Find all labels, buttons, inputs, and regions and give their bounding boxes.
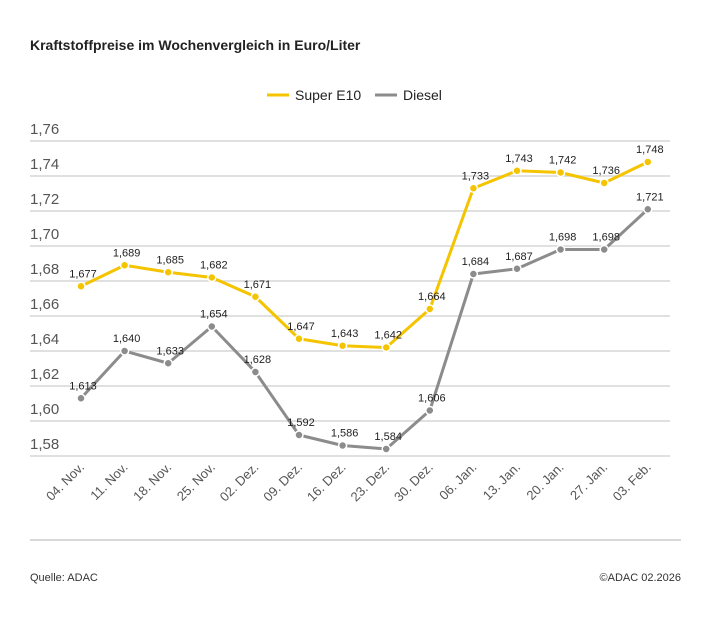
y-tick-label: 1,64: [30, 331, 59, 348]
data-point: [76, 393, 86, 403]
x-tick-label: 09. Dez.: [260, 460, 305, 505]
data-label: 1,584: [374, 431, 402, 443]
data-point: [250, 367, 261, 377]
data-label: 1,633: [156, 345, 184, 357]
x-tick-label: 30. Dez.: [391, 460, 436, 505]
x-tick-label: 11. Nov.: [87, 460, 130, 503]
y-tick-label: 1,72: [30, 191, 59, 208]
data-label: 1,654: [200, 309, 228, 321]
data-point: [163, 267, 173, 277]
data-point: [294, 334, 304, 344]
data-point: [643, 204, 653, 214]
data-label: 1,606: [418, 393, 446, 405]
series: 1,677 1,689 1,685 1,682 1,671 1,647 1,643 1,642…: [69, 144, 664, 454]
legend-label: Super E10: [295, 87, 361, 103]
data-point: [555, 167, 566, 178]
data-label: 1,592: [287, 417, 315, 429]
x-tick-label: 20. Jan.: [523, 460, 566, 503]
data-label: 1,742: [549, 155, 577, 167]
legend-label: Diesel: [403, 87, 442, 103]
data-point: [425, 304, 435, 314]
data-point: [512, 166, 522, 176]
data-point: [207, 272, 217, 283]
series-line: [79, 208, 649, 451]
data-label: 1,684: [462, 256, 490, 268]
x-tick-label: 03. Feb.: [610, 460, 654, 504]
data-label: 1,586: [331, 428, 359, 440]
data-point: [119, 260, 130, 270]
x-tick-label: 13. Jan.: [480, 460, 523, 503]
data-label: 1,640: [113, 333, 141, 345]
y-tick-label: 1,70: [30, 226, 59, 243]
data-label: 1,743: [505, 153, 533, 165]
chart-title: Kraftstoffpreise im Wochenvergleich in E…: [30, 37, 361, 53]
data-label: 1,689: [113, 247, 141, 259]
data-label: 1,682: [200, 260, 228, 272]
data-point: [599, 244, 609, 255]
data-point: [337, 440, 348, 451]
y-tick-label: 1,66: [30, 296, 59, 313]
x-tick-label: 04. Nov.: [43, 460, 87, 504]
data-label: 1,748: [636, 144, 664, 156]
data-point: [555, 244, 566, 255]
data-label: 1,721: [636, 191, 664, 203]
y-tick-label: 1,60: [30, 401, 59, 418]
data-label: 1,613: [69, 380, 97, 392]
data-point: [381, 342, 391, 353]
x-tick-label: 16. Dez.: [304, 460, 349, 505]
grid: 1,58 1,60 1,62 1,64 1,66 1,68 1,70 1,72 1,74 1,76: [30, 121, 670, 457]
data-label: 1,642: [374, 330, 402, 342]
legend: Super E10 Diesel: [267, 87, 442, 103]
x-tick-label: 25. Nov.: [174, 460, 218, 504]
data-label: 1,664: [418, 291, 446, 303]
y-tick-label: 1,68: [30, 261, 59, 278]
y-tick-label: 1,58: [30, 436, 59, 453]
data-point: [381, 444, 391, 454]
data-label: 1,733: [462, 170, 490, 182]
data-point: [207, 321, 217, 332]
data-label: 1,643: [331, 328, 359, 340]
data-label: 1,736: [592, 165, 620, 177]
x-tick-label: 02. Dez.: [217, 460, 262, 505]
y-tick-label: 1,62: [30, 366, 59, 383]
series-line: [80, 160, 649, 349]
data-point: [599, 178, 609, 188]
y-tick-label: 1,74: [30, 156, 59, 173]
data-label: 1,685: [156, 254, 184, 266]
data-label: 1,698: [549, 232, 577, 244]
data-point: [468, 269, 479, 279]
data-point: [119, 346, 130, 356]
y-tick-label: 1,76: [30, 121, 59, 138]
data-point: [468, 183, 479, 193]
copyright-text: ©ADAC 02.2026: [600, 572, 682, 584]
x-axis: 04. Nov. 11. Nov. 18. Nov. 25. Nov.02. Dez.…: [43, 460, 654, 505]
data-label: 1,698: [592, 232, 620, 244]
x-tick-label: 18. Nov.: [130, 460, 174, 504]
data-label: 1,677: [69, 268, 97, 280]
data-label: 1,628: [244, 354, 272, 366]
data-point: [250, 292, 261, 302]
data-label: 1,671: [244, 279, 272, 291]
data-point: [294, 430, 304, 440]
x-tick-label: 27. Jan.: [567, 460, 610, 503]
data-point: [643, 157, 653, 167]
x-tick-label: 06. Jan.: [436, 460, 479, 503]
data-point: [512, 264, 522, 274]
data-point: [163, 358, 173, 368]
source-text: Quelle: ADAC: [30, 572, 98, 584]
x-tick-label: 23. Dez.: [347, 460, 392, 505]
data-label: 1,647: [287, 321, 315, 333]
data-point: [425, 405, 435, 416]
data-point: [76, 281, 86, 291]
data-point: [337, 341, 348, 351]
data-label: 1,687: [505, 251, 533, 263]
